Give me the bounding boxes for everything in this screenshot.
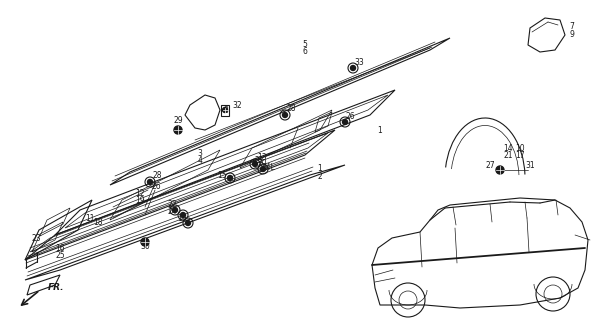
Text: 21: 21 [503, 150, 513, 159]
Text: 26: 26 [151, 181, 161, 190]
Text: 25: 25 [55, 251, 65, 260]
Text: 1: 1 [378, 125, 382, 134]
Circle shape [342, 119, 348, 124]
Text: FR.: FR. [48, 283, 65, 292]
Text: 5: 5 [303, 39, 308, 49]
Text: 15: 15 [177, 213, 187, 222]
Text: 26: 26 [345, 111, 355, 121]
Circle shape [141, 238, 149, 246]
Text: 8: 8 [224, 106, 228, 115]
Text: 9: 9 [569, 29, 574, 38]
Text: 20: 20 [257, 158, 267, 167]
Circle shape [351, 66, 356, 70]
Text: 16: 16 [55, 244, 65, 252]
Text: 3: 3 [197, 148, 202, 157]
Text: 30: 30 [140, 242, 150, 251]
Text: 2: 2 [318, 172, 322, 180]
Text: 10: 10 [515, 143, 525, 153]
Circle shape [186, 220, 191, 226]
Circle shape [174, 126, 182, 134]
Text: 17: 17 [515, 150, 525, 159]
Text: 22: 22 [254, 156, 264, 164]
Text: 15: 15 [217, 171, 227, 180]
Text: 32: 32 [232, 100, 242, 109]
Circle shape [283, 113, 287, 117]
Circle shape [496, 166, 504, 174]
Text: 28: 28 [286, 103, 296, 113]
Circle shape [222, 108, 228, 113]
Text: 24: 24 [167, 206, 177, 215]
Text: 1: 1 [318, 164, 322, 172]
Text: 23: 23 [31, 234, 41, 243]
Circle shape [147, 180, 152, 185]
Circle shape [261, 166, 266, 172]
Circle shape [228, 175, 233, 180]
Text: 14: 14 [503, 143, 513, 153]
Circle shape [172, 207, 177, 212]
Text: 31: 31 [525, 161, 535, 170]
Text: 7: 7 [569, 21, 574, 30]
Text: 28: 28 [152, 171, 162, 180]
Circle shape [253, 162, 258, 166]
Text: 33: 33 [354, 58, 364, 67]
Text: 19: 19 [135, 196, 145, 204]
Bar [221, 105, 229, 116]
Text: 29: 29 [173, 116, 183, 124]
Circle shape [180, 212, 186, 218]
Text: 18: 18 [93, 218, 103, 227]
Text: 11: 11 [85, 213, 95, 222]
Text: 13: 13 [257, 153, 267, 162]
Text: 6: 6 [303, 46, 308, 55]
Text: 12: 12 [135, 188, 145, 197]
Text: 4: 4 [197, 156, 202, 164]
Text: 27: 27 [485, 161, 495, 170]
Text: 24L: 24L [261, 163, 275, 172]
Text: 22: 22 [167, 199, 177, 209]
